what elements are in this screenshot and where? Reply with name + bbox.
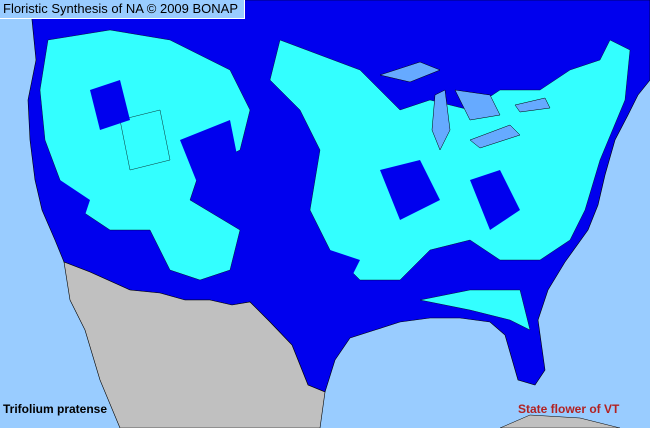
- great-lakes: [379, 61, 551, 151]
- land-mexico: [63, 261, 326, 428]
- species-name: Trifolium pratense: [3, 402, 108, 416]
- range-gaps: [60, 80, 520, 280]
- map-title: Floristic Synthesis of NA © 2009 BONAP: [0, 0, 246, 19]
- state-flower-note: State flower of VT: [518, 402, 620, 416]
- islands-caribbean: [499, 414, 621, 428]
